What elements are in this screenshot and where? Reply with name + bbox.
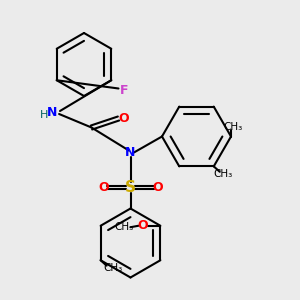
Text: O: O <box>152 181 163 194</box>
Text: O: O <box>137 219 148 232</box>
Text: N: N <box>125 146 136 160</box>
Text: CH₃: CH₃ <box>103 263 123 273</box>
Text: O: O <box>118 112 129 125</box>
Text: S: S <box>125 180 136 195</box>
Text: H: H <box>40 110 48 121</box>
Text: CH₃: CH₃ <box>213 169 233 179</box>
Text: CH₃: CH₃ <box>115 222 134 232</box>
Text: N: N <box>47 106 58 119</box>
Text: CH₃: CH₃ <box>223 122 242 133</box>
Text: F: F <box>120 83 129 97</box>
Text: O: O <box>98 181 109 194</box>
